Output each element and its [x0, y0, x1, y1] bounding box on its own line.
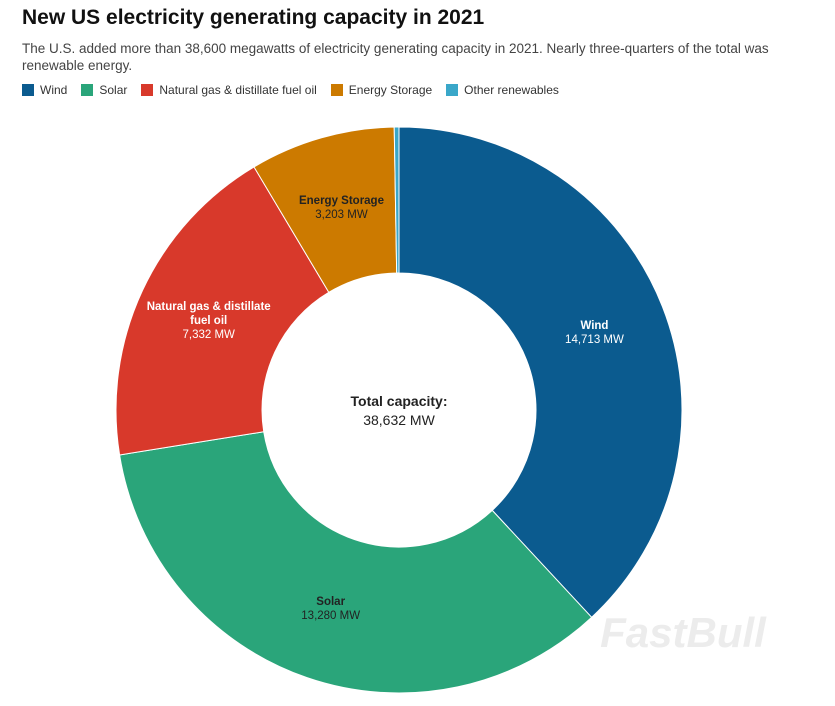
slice-label: Wind 14,713 MW	[529, 319, 659, 347]
slice-name: Natural gas & distillate fuel oil	[146, 301, 271, 328]
legend-swatch	[141, 84, 154, 96]
legend-label: Natural gas & distillate fuel oil	[159, 83, 317, 97]
slice-label: Solar 13,280 MW	[266, 595, 396, 623]
slice-label: Natural gas & distillate fuel oil 7,332 M…	[144, 300, 274, 342]
slice-name: Energy Storage	[298, 195, 384, 208]
donut-slice	[119, 431, 593, 694]
legend-swatch	[81, 84, 94, 96]
donut-slice	[393, 126, 400, 274]
chart-subtitle: The U.S. added more than 38,600 megawatt…	[22, 41, 769, 73]
legend-label: Energy Storage	[348, 83, 433, 97]
donut-slice	[398, 126, 683, 619]
slice-value: 3,203 MW	[315, 209, 368, 222]
legend-item: Solar	[81, 83, 127, 97]
slice-value: 7,332 MW	[182, 329, 235, 342]
legend-swatch	[330, 84, 343, 96]
watermark: FastBull	[600, 609, 767, 656]
legend-swatch	[22, 84, 34, 96]
legend-item: Natural gas & distillate fuel oil	[141, 83, 317, 97]
legend-item: Energy Storage	[330, 83, 433, 97]
center-text: 38,632 MW	[363, 412, 435, 428]
center-title: Total capacity:	[350, 393, 448, 409]
slice-value: 13,280 MW	[301, 609, 361, 622]
donut-slice	[115, 166, 330, 456]
slice-label: Energy Storage 3,203 MW	[276, 194, 406, 222]
legend-label: Wind	[40, 83, 68, 97]
legend-swatch	[446, 84, 459, 96]
slice-name: Solar	[316, 595, 346, 608]
legend-item: Other renewables	[446, 83, 559, 97]
slice-value: 14,713 MW	[565, 334, 624, 347]
chart-title: New US electricity generating capacity i…	[22, 6, 485, 29]
slice-name: Wind	[580, 320, 609, 333]
legend: Wind Solar Natural gas & distillate fuel o…	[22, 83, 559, 97]
legend-label: Other renewables	[464, 83, 559, 97]
legend-label: Solar	[99, 83, 128, 97]
legend-item: Wind	[22, 83, 67, 97]
